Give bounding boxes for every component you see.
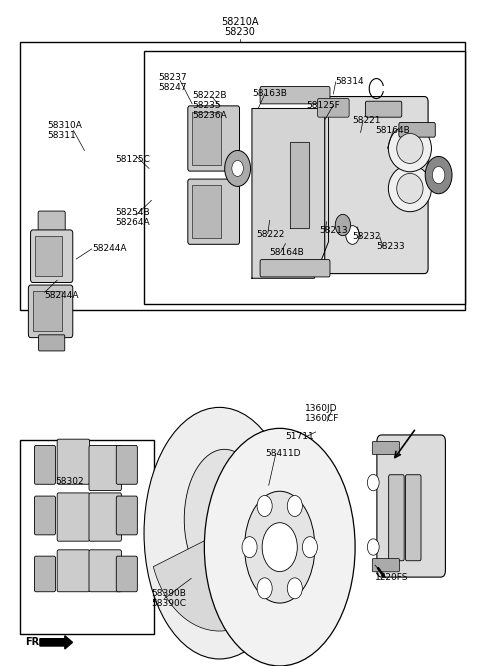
FancyBboxPatch shape <box>28 285 73 338</box>
Text: 58210A: 58210A <box>221 17 259 27</box>
Text: 58236A: 58236A <box>192 111 227 119</box>
Text: 58244A: 58244A <box>93 245 127 253</box>
FancyBboxPatch shape <box>57 439 90 484</box>
Bar <box>144 51 465 303</box>
FancyBboxPatch shape <box>188 106 240 171</box>
Circle shape <box>367 539 379 555</box>
Text: 58314: 58314 <box>336 77 364 87</box>
FancyBboxPatch shape <box>35 446 56 484</box>
FancyBboxPatch shape <box>372 442 399 455</box>
Text: 58235: 58235 <box>192 101 221 109</box>
Bar <box>192 112 221 165</box>
FancyBboxPatch shape <box>38 211 65 232</box>
Ellipse shape <box>244 492 315 603</box>
FancyBboxPatch shape <box>89 493 121 541</box>
Text: 58237: 58237 <box>158 73 187 82</box>
Circle shape <box>257 578 272 599</box>
Circle shape <box>257 496 272 516</box>
Text: 58390B: 58390B <box>152 588 186 598</box>
Circle shape <box>367 474 379 491</box>
FancyBboxPatch shape <box>260 259 330 277</box>
FancyBboxPatch shape <box>116 556 137 592</box>
Polygon shape <box>252 109 328 278</box>
FancyBboxPatch shape <box>389 475 404 561</box>
Bar <box>35 236 61 276</box>
Circle shape <box>302 537 317 558</box>
FancyBboxPatch shape <box>365 101 402 117</box>
Bar <box>192 185 221 238</box>
Text: 1360JD: 1360JD <box>305 404 337 413</box>
Text: 58390C: 58390C <box>152 598 186 608</box>
Ellipse shape <box>184 450 264 589</box>
Circle shape <box>335 214 350 235</box>
FancyBboxPatch shape <box>89 446 121 491</box>
Circle shape <box>287 578 302 599</box>
Circle shape <box>262 523 297 572</box>
Bar <box>20 42 465 310</box>
Bar <box>20 440 154 634</box>
FancyBboxPatch shape <box>116 496 137 535</box>
Circle shape <box>232 161 243 176</box>
FancyBboxPatch shape <box>377 435 445 577</box>
FancyBboxPatch shape <box>35 496 56 535</box>
Text: 58254B: 58254B <box>116 208 150 217</box>
Text: 51711: 51711 <box>286 432 314 441</box>
Circle shape <box>432 167 445 183</box>
Text: 58264A: 58264A <box>116 218 150 227</box>
FancyBboxPatch shape <box>57 550 90 592</box>
Text: 58232: 58232 <box>352 233 381 241</box>
FancyBboxPatch shape <box>372 558 399 572</box>
Bar <box>33 291 61 331</box>
Ellipse shape <box>397 173 423 203</box>
Ellipse shape <box>388 165 432 211</box>
Text: 1220FS: 1220FS <box>375 573 408 582</box>
Text: 58233: 58233 <box>376 243 405 251</box>
Text: 58163B: 58163B <box>252 89 287 98</box>
Circle shape <box>225 151 251 186</box>
FancyBboxPatch shape <box>116 446 137 484</box>
FancyBboxPatch shape <box>318 99 349 117</box>
Text: 1360CF: 1360CF <box>305 414 339 422</box>
Text: 58164B: 58164B <box>375 126 410 135</box>
FancyBboxPatch shape <box>324 97 428 273</box>
Text: 58222B: 58222B <box>192 91 227 99</box>
FancyBboxPatch shape <box>31 230 73 283</box>
FancyBboxPatch shape <box>57 493 90 541</box>
Ellipse shape <box>388 125 432 172</box>
Wedge shape <box>153 533 286 631</box>
FancyBboxPatch shape <box>89 550 121 592</box>
Polygon shape <box>290 142 310 228</box>
Text: 58164B: 58164B <box>270 248 304 257</box>
Ellipse shape <box>397 133 423 163</box>
Text: 58230: 58230 <box>225 27 255 37</box>
FancyBboxPatch shape <box>260 87 330 104</box>
Circle shape <box>425 157 452 193</box>
Text: 58125F: 58125F <box>306 101 340 109</box>
Text: 58222: 58222 <box>257 231 285 239</box>
Text: 58311: 58311 <box>48 131 76 140</box>
FancyBboxPatch shape <box>35 556 56 592</box>
Text: 58125C: 58125C <box>116 155 150 163</box>
Text: 58247: 58247 <box>158 83 187 92</box>
Text: 58302: 58302 <box>56 477 84 486</box>
FancyArrow shape <box>40 636 72 649</box>
Circle shape <box>242 537 257 558</box>
Circle shape <box>287 496 302 516</box>
Circle shape <box>346 225 359 244</box>
Text: 58244A: 58244A <box>45 291 79 300</box>
FancyBboxPatch shape <box>406 475 421 561</box>
Ellipse shape <box>144 408 295 659</box>
Ellipse shape <box>204 428 355 666</box>
FancyBboxPatch shape <box>38 335 65 351</box>
Text: 58310A: 58310A <box>48 121 83 130</box>
Text: 58411D: 58411D <box>265 449 300 458</box>
Text: 58221: 58221 <box>352 116 381 125</box>
FancyBboxPatch shape <box>399 123 435 137</box>
FancyArrow shape <box>377 568 384 577</box>
Text: FR.: FR. <box>24 638 43 648</box>
Text: 58213: 58213 <box>319 226 348 235</box>
FancyBboxPatch shape <box>188 179 240 244</box>
